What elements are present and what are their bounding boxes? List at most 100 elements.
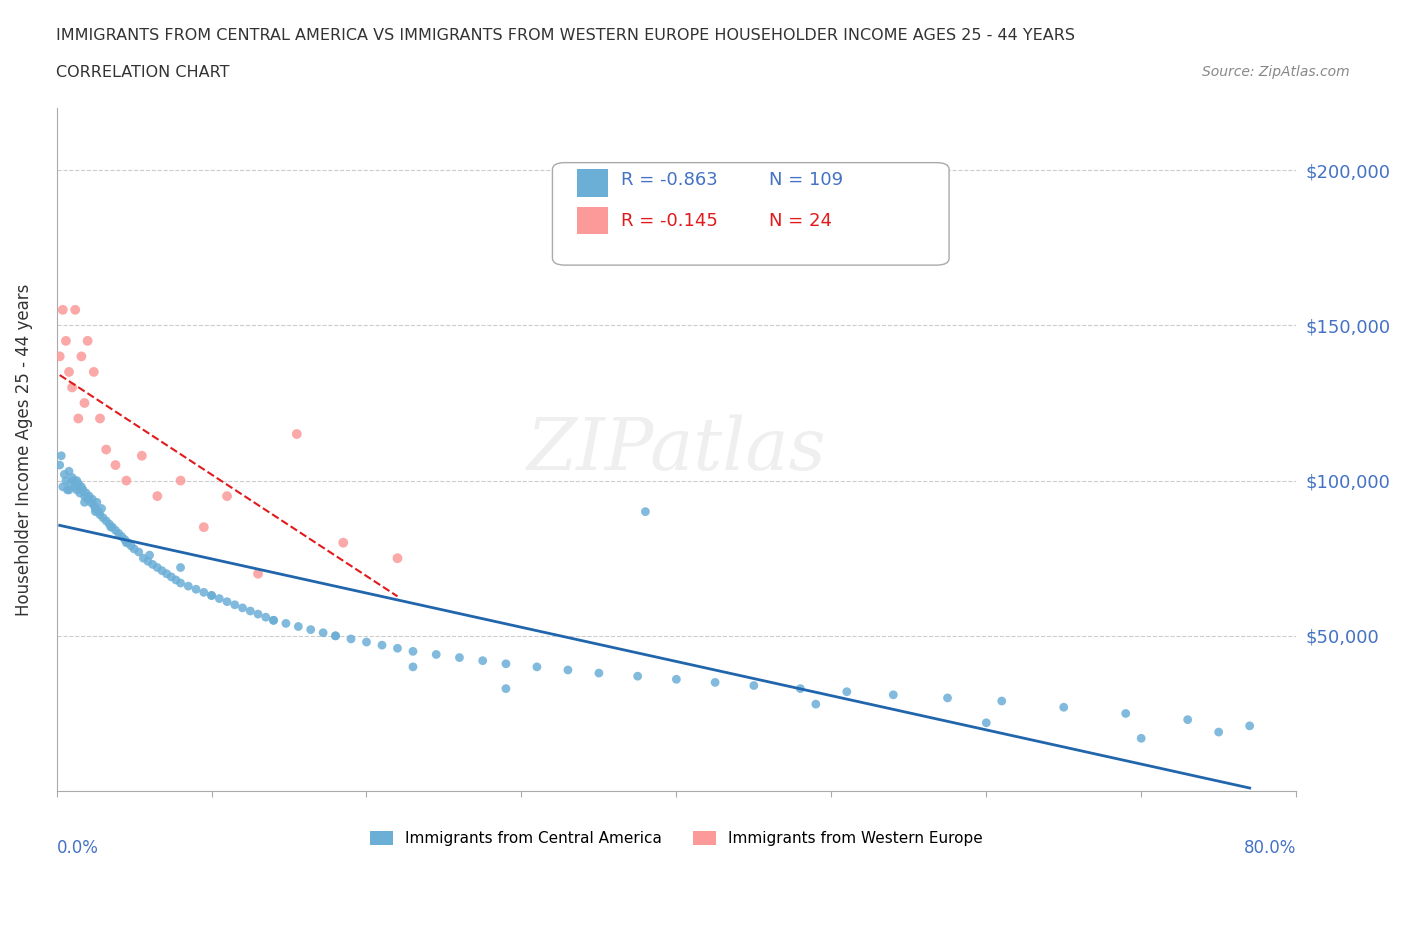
Point [77, 488, 100, 503]
Point [98, 516, 121, 531]
Text: CORRELATION CHART: CORRELATION CHART [56, 65, 229, 80]
Point [89, 411, 111, 426]
Point [52, 302, 75, 317]
Point [239, 604, 262, 618]
Point [974, 715, 997, 730]
Point [627, 669, 650, 684]
Point [325, 629, 347, 644]
Text: IMMIGRANTS FROM CENTRAL AMERICA VS IMMIGRANTS FROM WESTERN EUROPE HOUSEHOLDER IN: IMMIGRANTS FROM CENTRAL AMERICA VS IMMIG… [56, 28, 1076, 43]
Text: ZIPatlas: ZIPatlas [527, 414, 827, 485]
Point [62, 473, 84, 488]
Point [48, 349, 70, 364]
Text: R = -0.145: R = -0.145 [620, 212, 717, 230]
Point [215, 594, 238, 609]
Point [111, 529, 134, 544]
Point [263, 613, 285, 628]
Point [285, 427, 308, 442]
Point [55, 334, 77, 349]
Point [131, 448, 153, 463]
Point [804, 697, 827, 711]
Point [371, 638, 394, 653]
Point [1053, 699, 1076, 714]
Point [72, 483, 94, 498]
Point [495, 657, 517, 671]
Text: Source: ZipAtlas.com: Source: ZipAtlas.com [1202, 65, 1350, 79]
Point [63, 302, 86, 317]
Point [146, 560, 169, 575]
Point [254, 610, 277, 625]
Point [90, 501, 112, 516]
Point [325, 629, 347, 644]
Point [52, 479, 75, 494]
Point [142, 557, 165, 572]
Point [67, 411, 90, 426]
Point [58, 483, 80, 498]
Point [104, 523, 127, 538]
Point [56, 483, 79, 498]
Point [107, 526, 129, 541]
Point [101, 520, 124, 535]
Point [160, 569, 183, 584]
Point [51, 448, 73, 463]
Point [387, 551, 409, 565]
Point [84, 501, 107, 516]
Point [83, 498, 105, 512]
Text: 80.0%: 80.0% [1244, 839, 1296, 857]
Point [232, 601, 254, 616]
Point [87, 504, 110, 519]
Point [356, 634, 378, 649]
Point [247, 566, 270, 581]
Legend: Immigrants from Central America, Immigrants from Western Europe: Immigrants from Central America, Immigra… [364, 825, 988, 853]
Point [215, 488, 238, 503]
Point [117, 536, 139, 551]
Point [114, 532, 136, 547]
Point [184, 582, 207, 597]
Point [1130, 731, 1153, 746]
Point [177, 578, 200, 593]
Point [60, 470, 83, 485]
Point [193, 520, 215, 535]
Text: N = 24: N = 24 [769, 212, 832, 230]
Point [120, 538, 142, 553]
Point [526, 659, 548, 674]
Point [115, 473, 138, 488]
Point [1177, 712, 1199, 727]
Point [299, 622, 322, 637]
Point [55, 473, 77, 488]
Point [67, 476, 90, 491]
Point [132, 551, 155, 565]
Point [89, 507, 111, 522]
Point [91, 511, 114, 525]
Point [1239, 719, 1261, 734]
Point [104, 458, 127, 472]
Point [122, 541, 145, 556]
Point [312, 625, 335, 640]
Point [59, 476, 82, 491]
Point [387, 641, 409, 656]
Point [96, 513, 118, 528]
Point [53, 467, 76, 482]
Point [557, 662, 579, 677]
Y-axis label: Householder Income Ages 25 - 44 years: Householder Income Ages 25 - 44 years [15, 284, 32, 616]
Point [789, 681, 811, 696]
Point [449, 650, 471, 665]
Point [340, 631, 363, 646]
Point [150, 564, 173, 578]
Point [835, 684, 858, 699]
Point [704, 675, 727, 690]
Point [138, 548, 160, 563]
Point [588, 666, 610, 681]
FancyBboxPatch shape [578, 169, 609, 197]
Point [76, 334, 98, 349]
Point [471, 653, 494, 668]
Point [665, 671, 688, 686]
Point [63, 479, 86, 494]
Point [84, 504, 107, 519]
Point [332, 536, 354, 551]
Point [156, 566, 179, 581]
Text: 0.0%: 0.0% [56, 839, 98, 857]
Point [287, 619, 309, 634]
Point [58, 464, 80, 479]
Point [66, 473, 89, 488]
Point [274, 616, 297, 631]
